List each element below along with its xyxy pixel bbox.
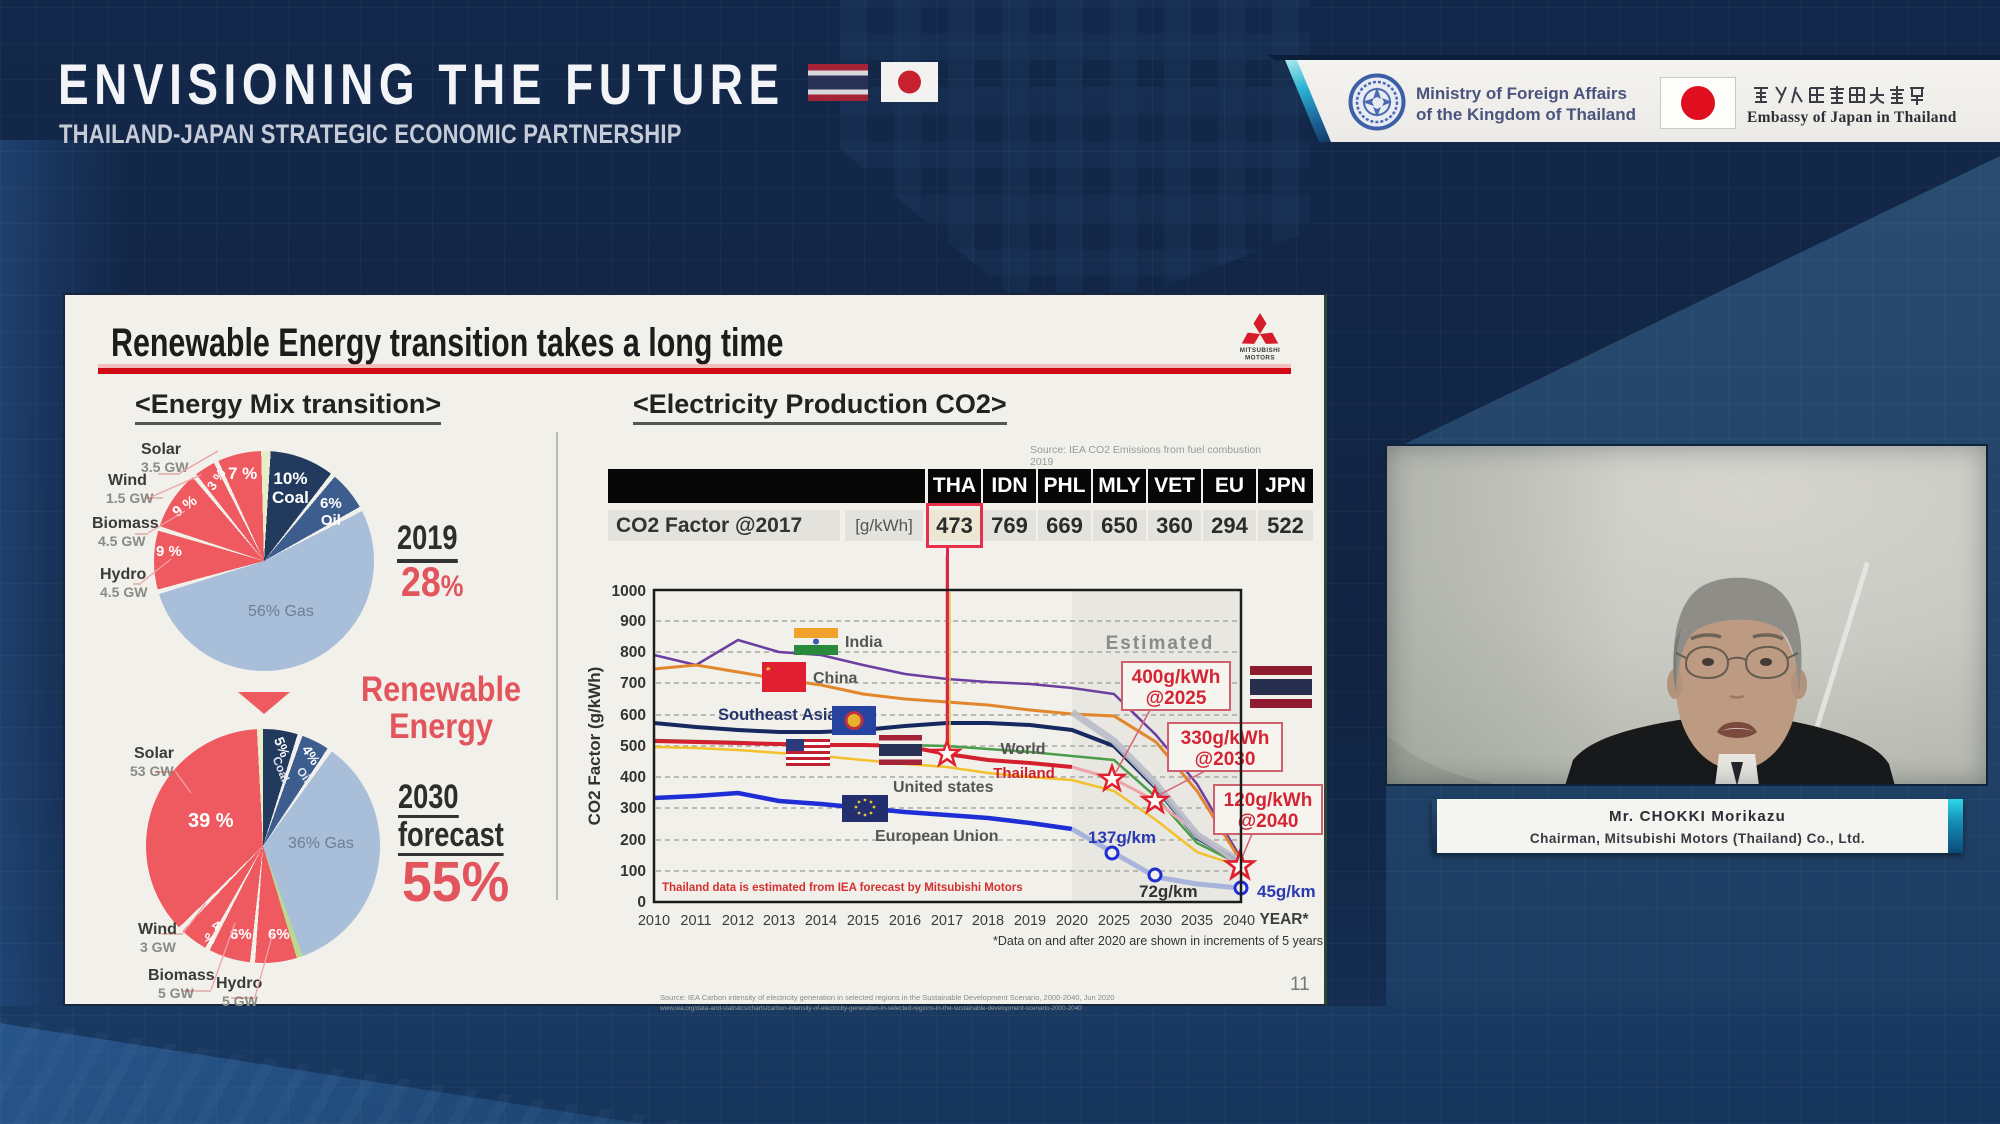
svg-text:2019: 2019 [1014, 913, 1046, 929]
svg-text:Thailand data is estimated fro: Thailand data is estimated from IEA fore… [662, 882, 1023, 894]
svg-text:400: 400 [620, 769, 646, 786]
svg-text:330g/kWh: 330g/kWh [1181, 728, 1270, 749]
svg-text:900: 900 [620, 613, 646, 630]
svg-text:2025: 2025 [1098, 913, 1130, 929]
svg-text:2015: 2015 [847, 913, 879, 929]
svg-text:400g/kWh: 400g/kWh [1132, 667, 1221, 688]
svg-text:2012: 2012 [722, 913, 754, 929]
svg-text:@2025: @2025 [1146, 688, 1207, 709]
svg-text:United states: United states [893, 779, 994, 796]
svg-text:YEAR*: YEAR* [1259, 911, 1309, 928]
svg-text:2018: 2018 [972, 913, 1004, 929]
svg-text:2017: 2017 [931, 913, 963, 929]
svg-text:2040: 2040 [1223, 913, 1255, 929]
svg-text:2016: 2016 [889, 913, 921, 929]
svg-text:500: 500 [620, 738, 646, 755]
svg-text:72g/km: 72g/km [1139, 882, 1198, 901]
svg-text:2013: 2013 [763, 913, 795, 929]
svg-text:600: 600 [620, 707, 646, 724]
svg-text:700: 700 [620, 675, 646, 692]
svg-text:MITSUBISHI: MITSUBISHI [1240, 347, 1280, 354]
svg-text:@2030: @2030 [1195, 749, 1256, 770]
svg-text:Estimated: Estimated [1106, 633, 1215, 654]
svg-text:China: China [813, 670, 858, 687]
svg-text:2010: 2010 [638, 913, 670, 929]
svg-text:0: 0 [637, 894, 646, 911]
svg-text:2030: 2030 [1140, 913, 1172, 929]
svg-text:45g/km: 45g/km [1257, 882, 1316, 901]
svg-text:*Data on and after 2020 are sh: *Data on and after 2020 are shown in inc… [993, 934, 1323, 948]
svg-text:300: 300 [620, 800, 646, 817]
svg-text:800: 800 [620, 644, 646, 661]
svg-text:Southeast Asia: Southeast Asia [718, 706, 837, 724]
svg-text:Thailand: Thailand [993, 765, 1055, 782]
svg-text:@2040: @2040 [1238, 811, 1299, 832]
svg-text:120g/kWh: 120g/kWh [1224, 790, 1313, 811]
svg-text:2020: 2020 [1056, 913, 1088, 929]
svg-text:137g/km: 137g/km [1088, 828, 1156, 847]
svg-text:100: 100 [620, 863, 646, 880]
svg-text:World: World [1000, 741, 1045, 758]
svg-text:CO2 Factor (g/kWh): CO2 Factor (g/kWh) [585, 667, 604, 826]
svg-text:2035: 2035 [1181, 913, 1213, 929]
svg-text:MOTORS: MOTORS [1245, 355, 1275, 362]
svg-text:2011: 2011 [680, 913, 711, 929]
svg-text:1000: 1000 [612, 583, 646, 600]
svg-text:2014: 2014 [805, 913, 837, 929]
svg-text:India: India [845, 634, 882, 651]
svg-text:200: 200 [620, 832, 646, 849]
svg-text:European Union: European Union [875, 828, 999, 845]
